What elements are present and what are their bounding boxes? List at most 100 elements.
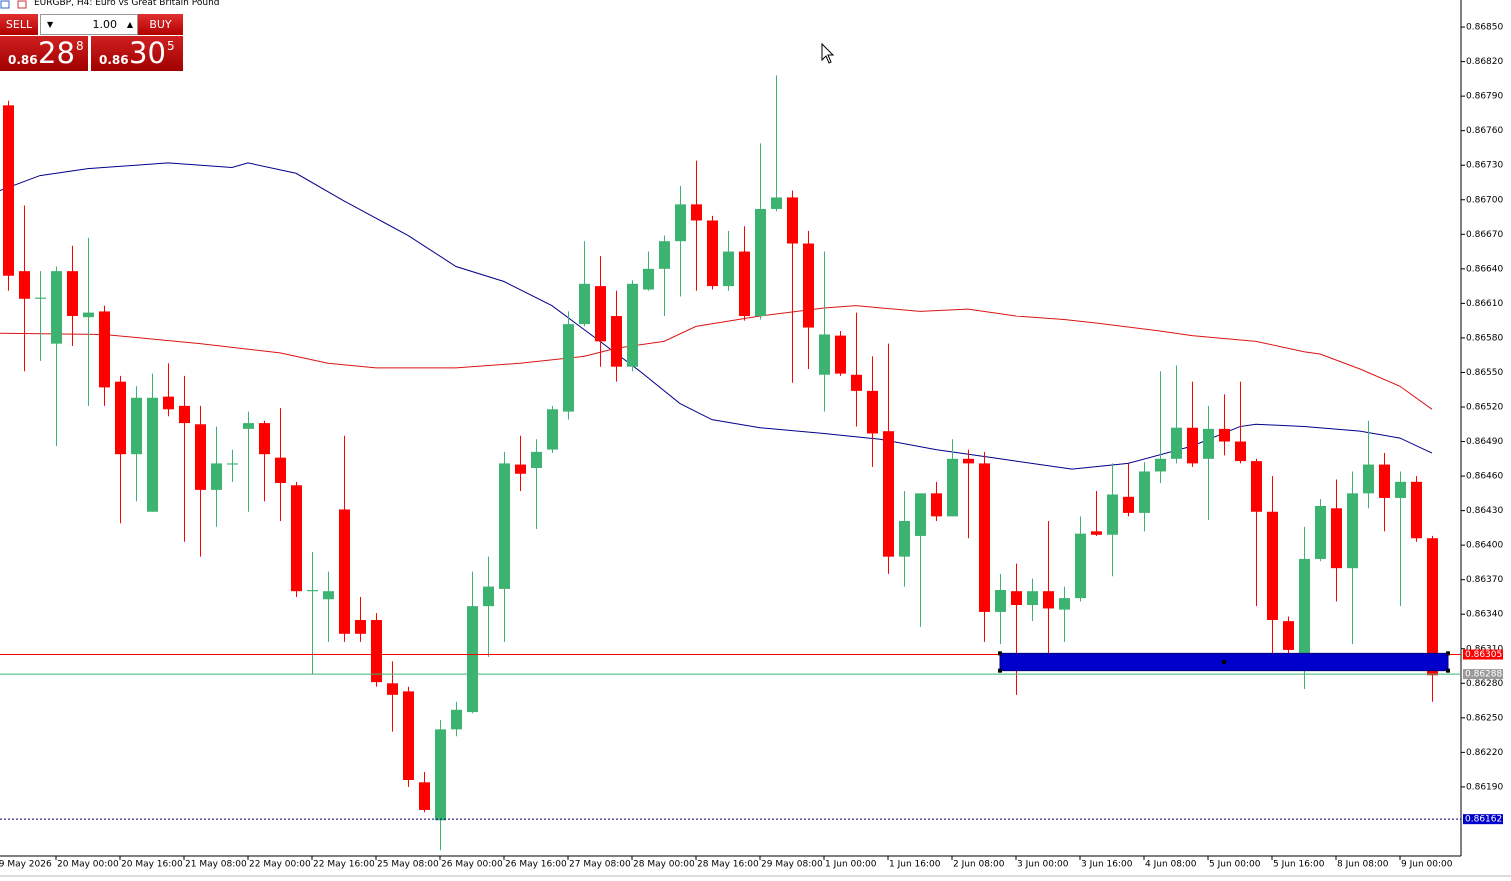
- candle-body: [403, 691, 414, 781]
- candle-body: [99, 311, 110, 388]
- y-tick-label: 0.86730: [1466, 161, 1503, 171]
- candle-body: [707, 220, 718, 287]
- y-tick-label: 0.86700: [1466, 195, 1503, 205]
- candle-body: [787, 197, 798, 244]
- candle-body: [371, 619, 382, 683]
- candle-body: [339, 509, 350, 634]
- candle-body: [1107, 494, 1118, 535]
- moving-average: [0, 305, 1433, 410]
- y-tick-label: 0.86400: [1466, 541, 1503, 551]
- y-tick-label: 0.86280: [1466, 679, 1503, 689]
- x-tick-label: 8 Jun 08:00: [1337, 860, 1389, 870]
- candle-body: [851, 374, 862, 391]
- candle-body: [1171, 427, 1182, 459]
- x-tick-label: 5 Jun 16:00: [1273, 860, 1325, 870]
- candle-body: [355, 619, 366, 634]
- sell-button[interactable]: SELL: [0, 14, 38, 35]
- candle-body: [963, 458, 974, 464]
- buy-price[interactable]: 0.86 30 5: [91, 36, 183, 71]
- candle-body: [163, 396, 174, 410]
- x-tick-label: 19 May 2026: [0, 860, 52, 870]
- candle-body: [19, 271, 30, 299]
- candle-body: [259, 423, 270, 455]
- x-tick-label: 22 May 00:00: [249, 860, 311, 870]
- candle-body: [627, 283, 638, 367]
- candle-body: [387, 683, 398, 695]
- candle-body: [451, 709, 462, 730]
- candle-body: [803, 243, 814, 328]
- x-tick-label: 1 Jun 16:00: [889, 860, 941, 870]
- pips: 28: [38, 36, 75, 70]
- candle-body: [643, 268, 654, 290]
- candle-body: [867, 390, 878, 434]
- candle-body: [83, 312, 94, 318]
- candle-body: [1267, 511, 1278, 620]
- volume-input[interactable]: ▼ 1.00 ▲: [40, 14, 138, 35]
- candle-body: [1283, 621, 1294, 650]
- x-tick-label: 20 May 16:00: [121, 860, 183, 870]
- price-tag-label: 0.86162: [1465, 815, 1502, 825]
- y-tick-label: 0.86370: [1466, 575, 1503, 585]
- x-tick-label: 2 Jun 08:00: [953, 860, 1005, 870]
- y-tick-label: 0.86790: [1466, 92, 1503, 102]
- candle-body: [227, 463, 238, 465]
- y-tick-label: 0.86190: [1466, 782, 1503, 792]
- candle-body: [435, 729, 446, 821]
- candle-body: [771, 197, 782, 209]
- header-icons: [0, 0, 27, 9]
- candle-body: [515, 464, 526, 474]
- buy-button[interactable]: BUY: [138, 14, 183, 35]
- anchor-point: [1446, 651, 1450, 656]
- candle-body: [819, 334, 830, 375]
- candle-body: [915, 493, 926, 536]
- y-tick-label: 0.86520: [1466, 402, 1503, 412]
- x-tick-label: 22 May 16:00: [313, 860, 375, 870]
- x-tick-label: 4 Jun 08:00: [1145, 860, 1197, 870]
- candle-body: [323, 591, 334, 600]
- x-tick-label: 26 May 16:00: [505, 860, 567, 870]
- candle-body: [115, 381, 126, 455]
- fraction: 8: [76, 39, 84, 53]
- candle-body: [35, 297, 46, 299]
- y-tick-label: 0.86610: [1466, 299, 1503, 309]
- anchor-point: [998, 651, 1002, 656]
- candle-body: [1027, 591, 1038, 606]
- x-tick-label: 21 May 08:00: [185, 860, 247, 870]
- candle-body: [947, 458, 958, 517]
- price-tag: [1463, 649, 1503, 660]
- candle-body: [995, 590, 1006, 612]
- candle-body: [675, 204, 686, 242]
- candle-body: [195, 424, 206, 490]
- x-tick-label: 9 Jun 00:00: [1401, 860, 1453, 870]
- anchor-point: [1222, 660, 1226, 665]
- candle-body: [1427, 538, 1438, 676]
- candle-body: [1347, 493, 1358, 569]
- x-tick-label: 28 May 16:00: [697, 860, 759, 870]
- y-tick-label: 0.86760: [1466, 126, 1503, 136]
- candle-body: [1363, 464, 1374, 494]
- candle-body: [467, 606, 478, 713]
- x-tick-label: 1 Jun 00:00: [825, 860, 877, 870]
- candle-body: [1059, 598, 1070, 610]
- candle-body: [659, 241, 670, 269]
- candle-body: [1251, 461, 1262, 512]
- y-tick-label: 0.86820: [1466, 57, 1503, 67]
- candle-body: [691, 204, 702, 221]
- x-tick-label: 28 May 00:00: [633, 860, 695, 870]
- x-tick-label: 5 Jun 00:00: [1209, 860, 1261, 870]
- sell-price[interactable]: 0.86 28 8: [0, 36, 88, 71]
- x-tick-label: 20 May 00:00: [57, 860, 119, 870]
- candle-body: [1411, 481, 1422, 539]
- x-tick-label: 3 Jun 16:00: [1081, 860, 1133, 870]
- x-tick-label: 26 May 00:00: [441, 860, 503, 870]
- candle-body: [1011, 591, 1022, 606]
- trade-panel: SELL ▼ 1.00 ▲ BUY 0.86 28 8 0.86 30 5: [0, 14, 184, 72]
- candle-body: [147, 397, 158, 512]
- candle-body: [483, 586, 494, 607]
- candle-body: [1315, 506, 1326, 559]
- anchor-point: [998, 668, 1002, 673]
- candle-body: [883, 431, 894, 557]
- candle-body: [979, 463, 990, 612]
- y-tick-label: 0.86580: [1466, 333, 1503, 343]
